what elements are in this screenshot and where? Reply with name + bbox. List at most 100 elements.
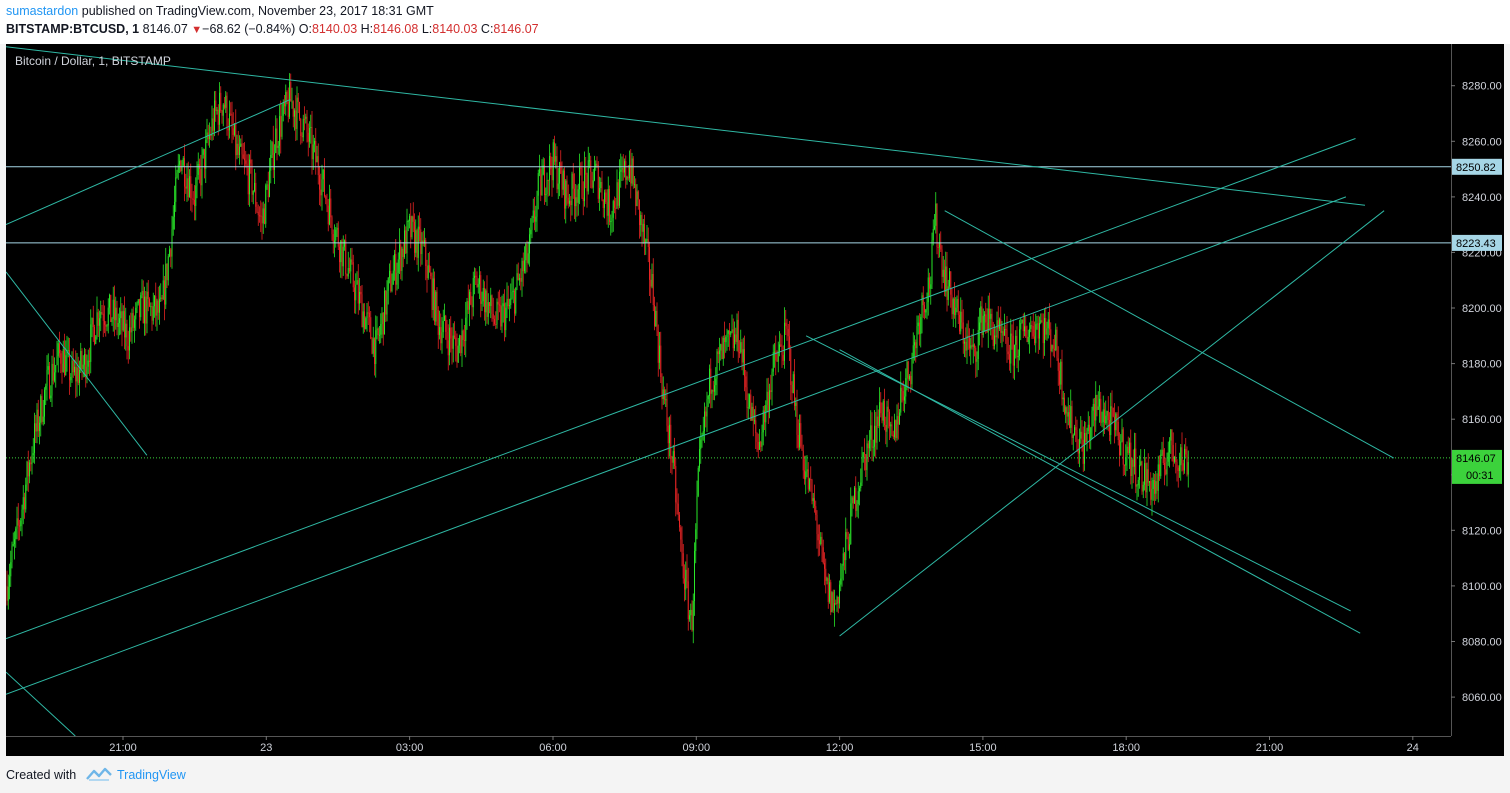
- candle-body: [391, 284, 393, 292]
- candle-body: [157, 300, 159, 313]
- candle-body: [460, 335, 462, 354]
- candle-body: [452, 335, 454, 349]
- candle-body: [385, 290, 387, 315]
- price-tick-label: 8120.00: [1462, 525, 1502, 537]
- candle-body: [642, 223, 644, 232]
- candle-body: [1135, 448, 1137, 487]
- candle-body: [701, 435, 703, 440]
- candle-body: [424, 240, 425, 244]
- candle-body: [654, 305, 655, 327]
- candle-body: [1052, 345, 1054, 349]
- candle-body: [964, 341, 965, 344]
- candle-body: [522, 260, 524, 272]
- candle-body: [587, 160, 589, 192]
- symbol-label[interactable]: BITSTAMP:BTCUSD, 1: [6, 22, 140, 36]
- price-chart[interactable]: 8060.008080.008100.008120.008140.008160.…: [6, 44, 1504, 756]
- candle-body: [711, 390, 713, 394]
- candle-body: [1169, 440, 1170, 453]
- candle-body: [489, 302, 490, 306]
- candle-body: [619, 171, 620, 206]
- time-axis[interactable]: 21:00 23 03:00 06:00 09:00 12:00 15:00 18:00 21:…: [109, 736, 1419, 754]
- candle-body: [595, 163, 597, 168]
- candle-body: [1186, 454, 1188, 475]
- candle-body: [374, 338, 375, 364]
- candle-body: [977, 330, 979, 359]
- horizontal-lines[interactable]: [6, 166, 1451, 459]
- candle-body: [909, 376, 910, 380]
- candle-body: [1000, 319, 1002, 333]
- price-axis[interactable]: 8060.008080.008100.008120.008140.008160.…: [1451, 81, 1502, 704]
- candle-body: [402, 248, 404, 257]
- candle-body: [554, 142, 555, 162]
- candle-body: [924, 305, 925, 313]
- candle-body: [887, 406, 889, 412]
- price-badge: [1452, 234, 1502, 251]
- candle-body: [291, 101, 293, 103]
- candle-body: [820, 536, 822, 544]
- tradingview-link[interactable]: TradingView: [117, 768, 186, 782]
- candle-body: [255, 182, 257, 207]
- candle-body: [670, 424, 672, 460]
- candle-body: [27, 461, 29, 477]
- candle-body: [1124, 464, 1125, 466]
- candle-body: [176, 172, 178, 178]
- candle-body: [1027, 337, 1029, 342]
- candle-body: [259, 215, 260, 217]
- candle-body: [606, 202, 608, 216]
- candle-body: [772, 352, 774, 372]
- candle-body: [272, 142, 274, 170]
- candle-body: [24, 497, 25, 510]
- tradingview-logo-icon[interactable]: [86, 766, 112, 782]
- publish-info: sumastardon published on TradingView.com…: [6, 4, 434, 18]
- candle-body: [865, 454, 867, 471]
- candle-body: [440, 327, 442, 344]
- candle-body: [382, 312, 384, 335]
- candle-body: [755, 420, 757, 433]
- candle-body: [6, 585, 8, 601]
- candle-body: [565, 180, 567, 209]
- low-label: L:: [421, 22, 433, 36]
- price-tick-label: 8180.00: [1462, 359, 1502, 371]
- candle-body: [665, 399, 667, 401]
- candle-body: [775, 351, 777, 361]
- candle-body: [599, 188, 600, 199]
- chart-area[interactable]: 8060.008080.008100.008120.008140.008160.…: [6, 44, 1504, 756]
- candle-body: [66, 350, 68, 356]
- candle-body: [615, 207, 617, 209]
- candle-body: [1162, 449, 1164, 463]
- candle-body: [300, 118, 302, 136]
- candle-body: [9, 576, 10, 587]
- candle-body: [575, 197, 577, 207]
- candle-body: [1089, 424, 1090, 441]
- candle-body: [1127, 446, 1129, 453]
- trendlines[interactable]: [6, 46, 1394, 737]
- candle-body: [584, 166, 585, 202]
- time-tick-label: 23: [260, 742, 272, 754]
- candle-body: [724, 337, 725, 342]
- candle-body: [935, 203, 937, 226]
- candle-body: [1100, 398, 1102, 423]
- candle-body: [795, 402, 797, 406]
- candle-body: [705, 411, 707, 417]
- candle-body: [999, 319, 1000, 329]
- candle-body: [592, 180, 594, 188]
- author-link[interactable]: sumastardon: [6, 4, 79, 18]
- candle-body: [172, 216, 174, 230]
- candle-body: [526, 244, 528, 263]
- candle-body: [1097, 406, 1099, 410]
- candle-body: [910, 376, 912, 385]
- candle-body: [496, 301, 498, 325]
- candle-body: [447, 340, 449, 356]
- candle-body: [97, 312, 99, 326]
- candle-body: [556, 156, 558, 190]
- candle-body: [1132, 459, 1134, 467]
- candle-body: [952, 298, 954, 315]
- candle-body: [636, 191, 638, 206]
- open-value: 8140.03: [311, 22, 358, 36]
- candle-body: [951, 294, 953, 315]
- candle-body: [751, 406, 753, 421]
- candle-body: [420, 229, 422, 255]
- candle-body: [285, 92, 287, 107]
- candle-body: [1177, 467, 1179, 471]
- candle-body: [99, 318, 100, 326]
